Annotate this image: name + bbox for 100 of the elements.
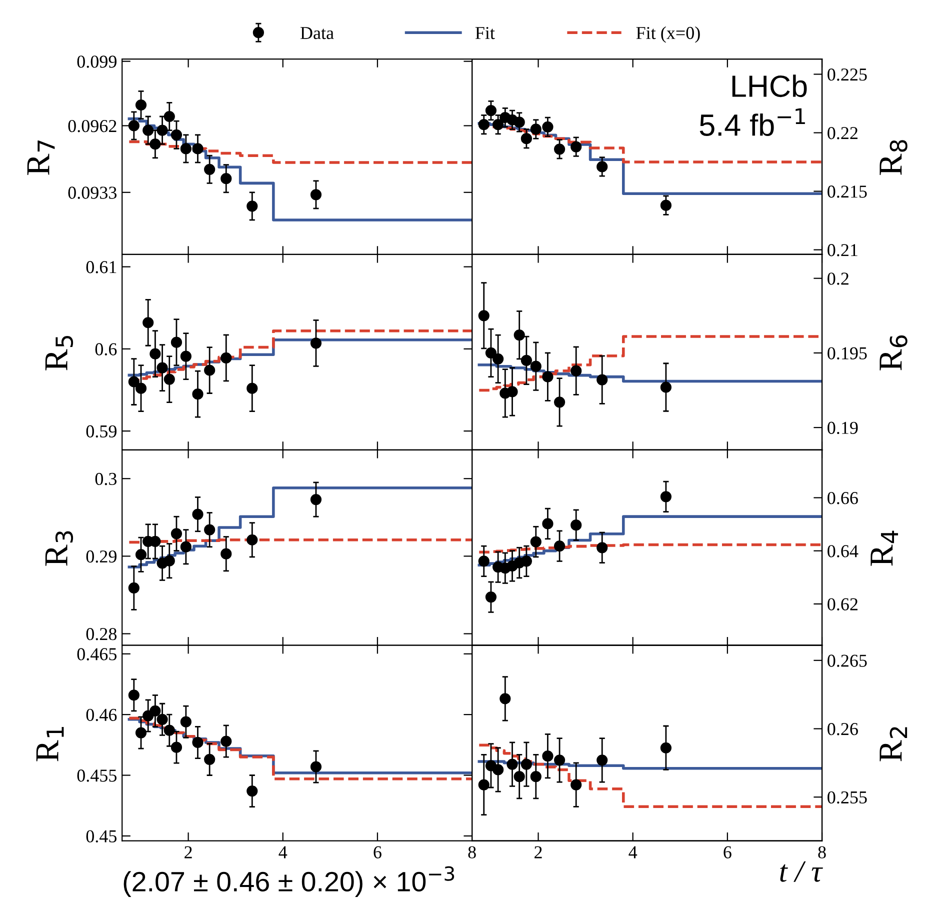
point bbox=[530, 536, 542, 548]
point bbox=[492, 119, 504, 130]
y2-tick-label: 0.19 bbox=[828, 422, 858, 434]
point bbox=[478, 779, 490, 790]
point bbox=[142, 124, 154, 136]
point bbox=[660, 200, 672, 211]
x-tick-label: 8 bbox=[818, 846, 826, 858]
point bbox=[478, 119, 490, 130]
y2-axis-title: R$_{6}$ bbox=[880, 335, 908, 370]
point bbox=[660, 742, 672, 754]
point bbox=[220, 548, 232, 560]
legend-label: Data bbox=[300, 27, 334, 40]
point bbox=[570, 141, 582, 152]
point bbox=[135, 549, 147, 560]
point bbox=[170, 129, 182, 140]
point bbox=[220, 173, 232, 184]
point bbox=[204, 524, 216, 536]
annotation: 5.4 fb$^{−1}$ bbox=[700, 108, 805, 136]
y2-tick-label: 0.62 bbox=[828, 598, 858, 610]
point bbox=[596, 374, 608, 386]
point bbox=[164, 724, 175, 736]
point bbox=[478, 310, 490, 322]
point bbox=[542, 750, 554, 762]
y-tick-label: 0.61 bbox=[86, 261, 116, 274]
point bbox=[128, 120, 140, 132]
point bbox=[596, 161, 608, 172]
point bbox=[156, 124, 168, 136]
x-tick-label: 4 bbox=[278, 846, 288, 858]
point bbox=[554, 144, 566, 155]
point bbox=[180, 143, 192, 154]
point bbox=[135, 382, 147, 394]
point bbox=[514, 329, 525, 341]
x-tick-label: 6 bbox=[724, 846, 732, 858]
point bbox=[128, 582, 140, 594]
y2-tick-label: 0.255 bbox=[828, 791, 867, 804]
y-axis-title: R$_{3}$ bbox=[45, 531, 74, 566]
y2-tick-label: 0.64 bbox=[828, 545, 858, 558]
y-tick-label: 0.0933 bbox=[68, 186, 117, 199]
x-tick-label: 4 bbox=[628, 846, 638, 858]
point bbox=[310, 761, 322, 772]
point bbox=[520, 556, 532, 567]
y-tick-label: 0.3 bbox=[95, 472, 117, 486]
point bbox=[204, 164, 216, 175]
point bbox=[310, 494, 322, 506]
y-axis-title: R$_{1}$ bbox=[36, 727, 64, 762]
point bbox=[520, 758, 532, 770]
point bbox=[142, 317, 154, 328]
point bbox=[310, 338, 322, 349]
y-tick-label: 0.59 bbox=[86, 425, 116, 438]
y-tick-label: 0.465 bbox=[77, 648, 117, 660]
point bbox=[192, 388, 204, 400]
point bbox=[192, 508, 204, 520]
x-tick-label: 8 bbox=[468, 846, 476, 858]
y2-tick-label: 0.225 bbox=[828, 68, 867, 81]
point bbox=[310, 189, 322, 200]
y-tick-label: 0.455 bbox=[77, 770, 117, 782]
point bbox=[204, 754, 216, 766]
point bbox=[220, 736, 232, 747]
point bbox=[204, 364, 216, 376]
point bbox=[192, 736, 204, 748]
x-tick-label: 2 bbox=[534, 846, 542, 858]
point bbox=[570, 365, 582, 376]
point bbox=[180, 350, 192, 362]
point bbox=[170, 528, 182, 540]
point bbox=[128, 690, 140, 701]
point bbox=[164, 374, 175, 385]
y-axis-title: R$_{5}$ bbox=[45, 336, 74, 370]
point bbox=[492, 764, 504, 776]
point bbox=[150, 348, 161, 360]
point bbox=[135, 99, 147, 111]
point bbox=[180, 541, 192, 552]
y2-axis-title: R$_{4}$ bbox=[870, 530, 898, 566]
point bbox=[514, 116, 525, 128]
point bbox=[170, 336, 182, 348]
point bbox=[570, 779, 582, 790]
y2-tick-label: 0.2 bbox=[828, 272, 848, 285]
point bbox=[660, 491, 672, 502]
point bbox=[246, 382, 258, 394]
point bbox=[492, 353, 504, 364]
y2-tick-label: 0.21 bbox=[828, 244, 858, 256]
y2-tick-label: 0.66 bbox=[828, 492, 858, 504]
legend-label: Fit bbox=[475, 26, 495, 40]
point bbox=[530, 771, 542, 782]
point bbox=[506, 386, 518, 398]
point bbox=[156, 362, 168, 374]
x-tick-label: 6 bbox=[374, 846, 382, 858]
y-tick-label: 0.0962 bbox=[68, 120, 116, 132]
point bbox=[530, 360, 542, 372]
y-tick-label: 0.29 bbox=[86, 550, 116, 563]
y2-axis-title: R$_{2}$ bbox=[880, 727, 908, 762]
y-tick-label: 0.6 bbox=[95, 343, 117, 356]
annotation: LHCb bbox=[732, 74, 807, 98]
point bbox=[170, 742, 182, 753]
y2-tick-label: 0.265 bbox=[828, 654, 867, 667]
point bbox=[164, 555, 175, 566]
point bbox=[478, 556, 490, 567]
legend-label: Fit (x=0) bbox=[636, 26, 700, 43]
y-axis-title: R$_{7}$ bbox=[27, 140, 55, 175]
x-axis-title: t / τ bbox=[780, 861, 823, 882]
y-tick-label: 0.46 bbox=[86, 708, 117, 722]
